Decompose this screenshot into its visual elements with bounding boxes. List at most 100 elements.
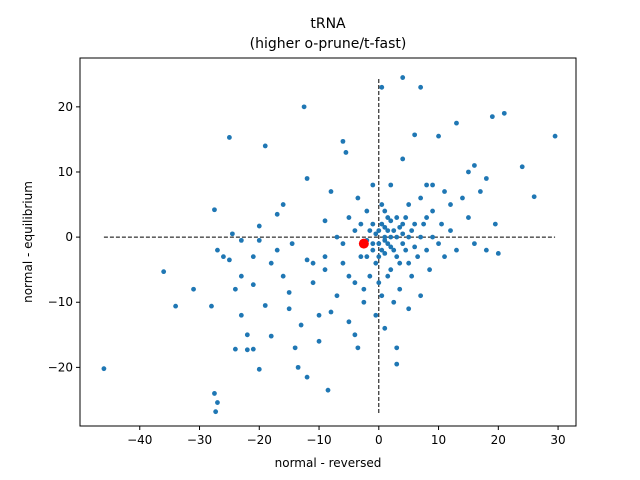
data-point [343,150,349,155]
data-point [388,218,394,224]
data-point [382,237,388,243]
x-axis-label: normal - reversed [275,456,382,470]
data-point [418,234,424,240]
data-point [238,312,244,318]
data-point [472,163,477,168]
data-point [379,293,385,299]
data-point [304,257,310,263]
data-point [367,273,373,279]
data-point [477,189,483,194]
data-point [379,84,385,90]
data-point [310,260,316,266]
x-tick-label: 30 [550,433,565,447]
data-point [409,228,415,234]
data-point [385,241,391,247]
data-point [370,247,376,253]
data-point [379,247,385,253]
data-point [340,260,346,266]
data-point [256,237,262,243]
data-point [397,260,403,266]
data-point [400,221,406,227]
x-tick-label: 10 [431,433,446,447]
data-point [316,338,322,344]
data-point [454,247,459,253]
highlight-layer [358,238,369,249]
data-point [519,164,525,170]
data-point [322,218,328,224]
data-point [430,208,435,214]
y-axis-label: normal - equilibrium [21,181,35,303]
data-point [454,120,459,126]
chart-title: tRNA [310,16,346,32]
x-tick-label: 20 [491,433,506,447]
data-point [415,254,421,260]
data-point [376,254,382,260]
data-point [400,75,406,80]
chart-subtitle: (higher o-prune/t-fast) [250,36,407,52]
data-point [250,254,256,260]
y-axis-ticks: −20 −10 0 10 20 [48,100,80,374]
data-point [161,269,167,275]
data-point [280,202,286,207]
plot-frame [79,57,577,427]
data-point [466,215,471,220]
highlight-point [358,238,369,249]
data-point [385,228,391,234]
data-point [376,280,382,286]
data-point [232,346,238,352]
data-point [382,224,388,230]
data-point [373,231,379,237]
data-point [280,273,286,279]
x-tick-label: 0 [375,433,383,447]
data-point [274,211,280,217]
data-point [472,241,477,247]
data-point [501,110,507,116]
data-point [215,247,220,253]
data-point [492,221,498,227]
data-point [397,286,403,292]
data-point [244,332,250,338]
data-point [412,221,418,227]
data-point [286,290,292,295]
data-point [244,347,250,353]
data-point [304,176,310,181]
data-point [424,182,430,188]
data-point [238,273,244,279]
x-tick-label: −10 [306,433,331,447]
data-point [400,241,406,247]
data-point [466,169,471,175]
data-point [448,202,453,207]
data-point [391,228,397,234]
data-point [394,345,400,351]
data-point [352,280,358,286]
data-point [221,254,226,260]
data-point [292,345,298,351]
y-tick-label: 0 [65,230,73,244]
data-point [424,215,430,220]
data-point [346,319,352,325]
data-point [370,182,376,188]
data-point [397,224,403,230]
data-point [373,260,379,266]
data-point [262,303,268,308]
data-point [232,286,238,292]
data-point [409,273,415,279]
data-point [358,254,364,260]
data-point [430,234,435,240]
x-tick-label: −30 [187,433,212,447]
data-point [421,221,427,227]
data-point [382,250,388,256]
data-point [382,208,388,214]
data-point [238,237,244,243]
data-point [376,241,382,247]
data-point [268,333,274,339]
data-point [376,228,382,234]
data-point [352,228,358,234]
data-point [322,267,328,273]
data-point [173,303,179,309]
data-point [250,346,256,352]
data-point [340,138,346,144]
data-point [406,306,412,312]
data-point [460,195,465,201]
data-point [358,221,364,227]
